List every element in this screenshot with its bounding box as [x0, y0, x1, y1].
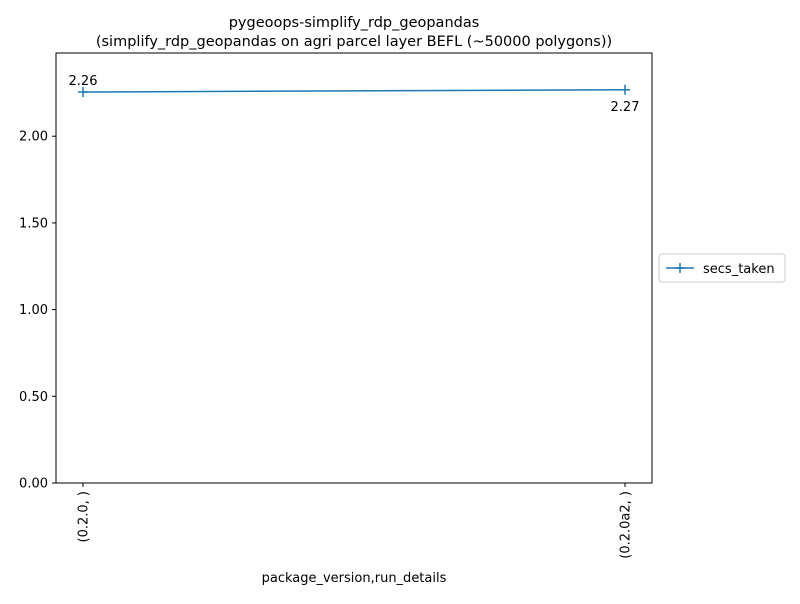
series-line — [82, 89, 626, 93]
plot-frame — [55, 52, 653, 484]
legend: secs_taken — [658, 253, 786, 283]
y-tick-label: 1.00 — [19, 303, 48, 318]
data-point-marker — [78, 87, 88, 98]
legend-box — [658, 253, 786, 283]
legend-entry-label: secs_taken — [703, 262, 775, 277]
data-label: 2.27 — [611, 100, 640, 115]
x-axis: (0.2.0, ) (0.2.0a2, ) — [77, 483, 634, 559]
x-tick-label: (0.2.0, ) — [77, 491, 92, 543]
data-label: 2.26 — [69, 74, 98, 89]
y-axis: 0.00 0.50 1.00 1.50 2.00 — [19, 130, 56, 492]
x-axis-label: package_version,run_details — [262, 571, 447, 586]
y-tick-label: 2.00 — [19, 130, 48, 145]
y-tick-label: 0.50 — [19, 390, 48, 405]
y-tick-label: 0.00 — [19, 477, 48, 492]
data-point-marker — [620, 84, 630, 95]
chart-title: pygeoops-simplify_rdp_geopandas — [229, 15, 480, 31]
y-tick-label: 1.50 — [19, 216, 48, 231]
chart-subtitle: (simplify_rdp_geopandas on agri parcel l… — [96, 34, 612, 50]
x-tick-label: (0.2.0a2, ) — [619, 491, 634, 559]
series-layer: 2.26 2.27 — [69, 74, 640, 115]
